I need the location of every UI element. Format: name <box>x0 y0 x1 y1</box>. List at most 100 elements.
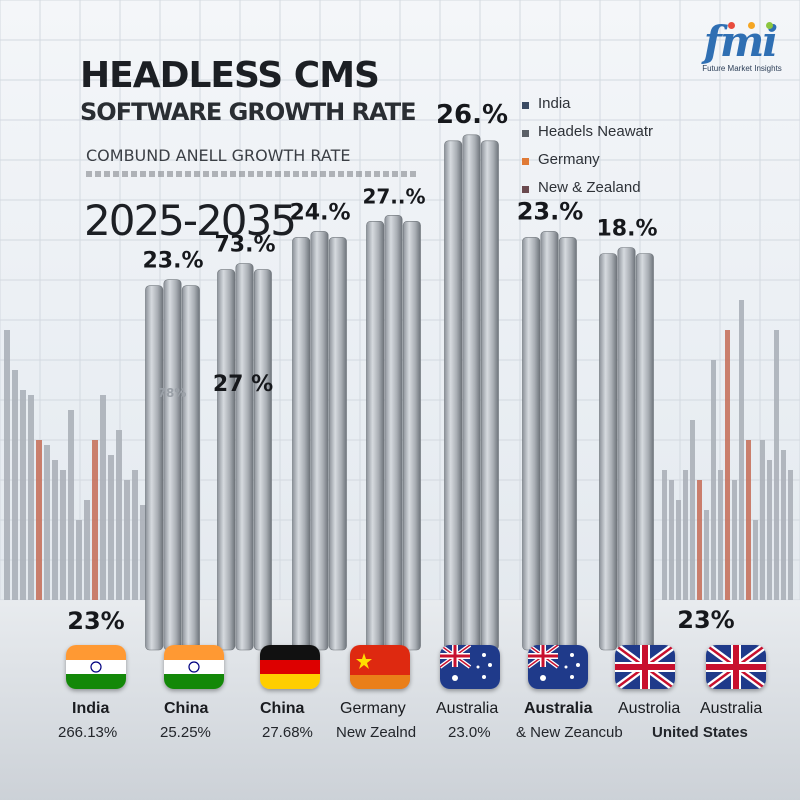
background-bar <box>767 460 772 600</box>
background-bar <box>12 370 18 600</box>
background-bar <box>662 470 667 600</box>
chart-title-line2: SOFTWARE GROWTH RATE <box>80 98 416 126</box>
bar-slat <box>328 237 347 651</box>
background-bar <box>20 390 26 600</box>
background-bar <box>774 330 779 600</box>
background-bar <box>116 430 122 600</box>
background-bar <box>676 500 681 600</box>
rate-label: United States <box>652 724 748 741</box>
bar-slat <box>310 231 329 651</box>
background-bar <box>669 480 674 600</box>
flag-uk <box>615 645 675 689</box>
bar-slat <box>217 269 236 651</box>
rate-label: 25.25% <box>160 724 211 741</box>
background-bar <box>697 480 702 600</box>
main-bars <box>145 134 654 651</box>
extra-value-label: 23% <box>67 607 124 635</box>
bar <box>217 263 272 651</box>
background-bar <box>760 440 765 600</box>
extra-value-label: 23% <box>677 606 734 634</box>
bar-slat <box>540 231 559 651</box>
fine-print-decoration <box>86 171 416 177</box>
bar-slat <box>163 279 182 651</box>
logo-text: Future Market Insights <box>702 64 782 73</box>
bar-value-label: 23.% <box>517 197 584 225</box>
background-bar <box>753 520 758 600</box>
extra-labels: 27 % 78% 23% 23% <box>67 372 734 635</box>
background-bar <box>4 330 10 600</box>
background-bar <box>746 440 751 600</box>
country-label: Australia <box>436 700 499 717</box>
bar-value-label: 26.% <box>436 100 508 130</box>
legend: India Headels Neawatr Germany New & Zeal… <box>522 94 692 206</box>
legend-swatch <box>522 130 529 137</box>
bar-slat <box>599 253 618 651</box>
background-bar <box>28 395 34 600</box>
flag-india <box>164 645 224 689</box>
bar-slat <box>617 247 636 651</box>
background-bars <box>4 300 793 600</box>
legend-label: India <box>538 95 571 112</box>
background-bar <box>76 520 82 600</box>
background-bar <box>132 470 138 600</box>
legend-item: Headels Neawatr <box>522 122 692 150</box>
extra-value-label: 27 % <box>213 372 273 397</box>
chart-subtitle: COMBUND ANELL GROWTH RATE <box>86 146 351 165</box>
rate-label: 266.13% <box>58 724 118 741</box>
bar-slat <box>462 134 481 651</box>
bar <box>292 231 347 651</box>
extra-value-label: 78% <box>158 386 187 400</box>
flag-uk <box>706 645 766 689</box>
legend-label: Germany <box>538 151 600 168</box>
legend-label: New & Zealand <box>538 179 641 196</box>
bar-slat <box>366 221 385 651</box>
background-bar <box>52 460 58 600</box>
bar-value-label: 27..% <box>362 184 425 208</box>
background-bar <box>92 440 98 600</box>
logo-dot-orange <box>748 22 755 29</box>
background-bar <box>108 455 114 600</box>
legend-label: Headels Neawatr <box>538 123 654 140</box>
background-bar <box>739 300 744 600</box>
flag-india <box>66 645 126 689</box>
bar-slat <box>292 237 311 651</box>
rate-label: 27.68% <box>262 724 313 741</box>
value-labels: 23.% 73.% 24.% 27..% 26.% 23.% 18.% <box>142 100 657 274</box>
background-bar <box>124 480 130 600</box>
legend-item: New & Zealand <box>522 178 692 206</box>
bar-slat <box>253 269 272 651</box>
country-label: India <box>72 700 110 717</box>
background-bar <box>725 330 730 600</box>
background-bar <box>781 450 786 600</box>
bar <box>145 279 200 651</box>
logo-mark: fmi <box>703 17 778 66</box>
bar-slat <box>181 285 200 651</box>
background-bar <box>690 420 695 600</box>
bar-value-label: 73.% <box>214 233 275 258</box>
country-label: Australia <box>700 700 763 717</box>
legend-item: India <box>522 94 692 122</box>
bar-slat <box>444 140 463 651</box>
background-bar <box>100 395 106 600</box>
rate-label: & New Zeancub <box>516 724 623 741</box>
bar-slat <box>635 253 654 651</box>
bar-slat <box>558 237 577 651</box>
bar-value-label: 18.% <box>596 217 657 242</box>
legend-swatch <box>522 186 529 193</box>
bar <box>522 231 577 651</box>
country-label: China <box>164 700 209 717</box>
background-bar <box>60 470 66 600</box>
country-label: Australia <box>524 700 593 717</box>
country-label: China <box>260 700 305 717</box>
bar-slat <box>384 215 403 651</box>
background-bar <box>84 500 90 600</box>
rate-label: New Zealnd <box>336 724 417 741</box>
bar-value-label: 23.% <box>142 249 203 274</box>
period-label: 2025-2035 <box>84 196 297 245</box>
country-label: Germany <box>340 700 406 717</box>
bar-slat <box>402 221 421 651</box>
background-bar <box>140 505 146 600</box>
bar-slat <box>235 263 254 651</box>
